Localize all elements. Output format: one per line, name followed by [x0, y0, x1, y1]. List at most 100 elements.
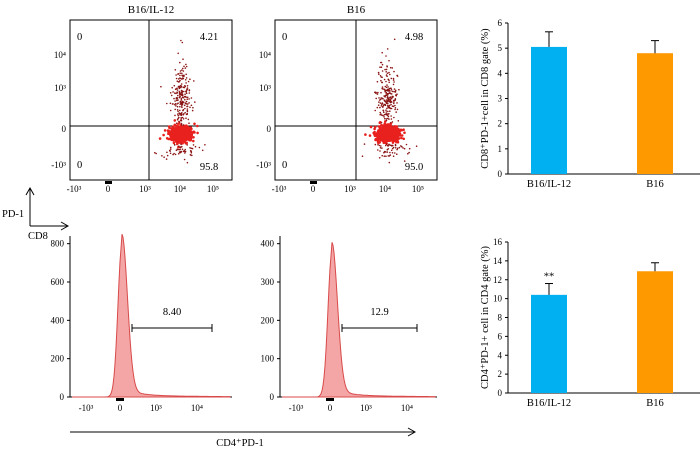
event-dot — [378, 99, 381, 101]
event-dot — [181, 74, 183, 77]
bar — [637, 53, 673, 175]
event-dot — [181, 116, 184, 119]
event-dot — [166, 154, 169, 157]
event-dot — [175, 122, 178, 125]
event-dot — [182, 58, 184, 60]
event-dot — [176, 80, 179, 82]
event-dot — [161, 155, 163, 157]
event-dot — [369, 125, 373, 129]
event-dot — [393, 38, 396, 41]
event-dot — [175, 149, 178, 152]
event-dot — [386, 66, 389, 68]
event-dot — [377, 91, 379, 94]
event-dot — [389, 144, 392, 146]
x-axis-zero-marker — [310, 181, 317, 184]
significance-annotation: ** — [544, 272, 555, 283]
event-dot — [386, 48, 389, 50]
event-dot — [385, 93, 388, 95]
event-dot — [383, 113, 386, 116]
event-dot — [368, 134, 372, 137]
event-dot — [388, 97, 390, 99]
event-dot — [389, 107, 392, 110]
event-dot — [396, 147, 399, 150]
y-tick-label: 12 — [493, 275, 502, 285]
event-dot — [186, 112, 188, 115]
event-dot — [386, 100, 389, 103]
event-dot — [402, 128, 405, 131]
event-dot — [387, 102, 389, 105]
event-dot — [179, 70, 182, 72]
event-dot — [185, 65, 188, 68]
event-dot — [377, 71, 380, 74]
event-dot — [183, 65, 185, 68]
histogram-area — [72, 234, 231, 398]
category-label: B16/IL-12 — [527, 398, 571, 409]
event-dot — [165, 158, 168, 160]
event-dot — [187, 118, 190, 121]
event-dot — [386, 114, 389, 117]
event-dot — [166, 102, 168, 105]
event-dot — [393, 88, 396, 90]
category-label: B16 — [646, 179, 664, 190]
event-dot — [184, 67, 187, 69]
event-dot — [180, 117, 182, 119]
event-dot — [192, 144, 195, 146]
event-dot — [177, 110, 179, 113]
event-dot — [178, 90, 181, 93]
event-dot — [390, 103, 392, 106]
histogram-area — [282, 242, 436, 398]
event-dot — [170, 146, 172, 149]
y-tick-label: 0 — [498, 169, 503, 179]
event-dot — [378, 101, 380, 103]
event-dot — [190, 147, 192, 150]
event-dot — [390, 87, 392, 90]
event-dot — [380, 61, 382, 64]
y-axis-title: CD8⁺PD-1+cell in CD8 gate (%) — [480, 28, 491, 169]
event-dot — [388, 143, 390, 146]
event-dot — [182, 114, 184, 116]
event-dot — [403, 131, 406, 134]
event-dot — [379, 147, 382, 149]
event-dot — [176, 103, 178, 105]
event-dot — [378, 73, 380, 75]
event-dot — [181, 94, 184, 96]
event-dot — [387, 98, 389, 101]
event-dot — [183, 150, 186, 152]
event-dot — [388, 59, 390, 62]
event-dot — [174, 100, 176, 102]
event-dot — [393, 116, 395, 119]
event-dot — [180, 150, 183, 153]
y-tick-label: 4 — [498, 68, 503, 78]
event-dot — [201, 149, 204, 152]
event-dot — [189, 106, 191, 109]
event-dot — [177, 113, 179, 115]
event-dot — [186, 161, 189, 164]
y-tick-label: -10³ — [51, 160, 66, 170]
event-dot — [385, 80, 387, 83]
event-dot — [385, 109, 387, 111]
event-dot — [393, 81, 395, 83]
event-dot — [196, 124, 199, 128]
event-dot — [380, 79, 382, 82]
y-tick-label: 10³ — [54, 83, 66, 93]
event-dot — [179, 95, 181, 97]
event-dot — [389, 73, 391, 76]
event-dot — [380, 124, 383, 127]
event-dot — [178, 96, 181, 99]
event-dot — [378, 141, 382, 144]
event-dot — [408, 151, 410, 154]
y-tick-label: 14 — [493, 256, 503, 266]
event-dot — [384, 144, 387, 147]
event-dot — [181, 69, 183, 71]
event-dot — [194, 101, 196, 103]
x-tick-label: 0 — [311, 184, 316, 194]
y-tick-label: 100 — [261, 354, 275, 364]
event-dot — [405, 143, 408, 146]
event-dot — [179, 109, 181, 112]
event-dot — [180, 119, 183, 122]
bar-chart-cd4: 16 14 12 10 8 6 4 2 0 B16/IL-12 ** B16 CD4⁺PD-1+ cel… — [480, 237, 700, 409]
event-dot — [387, 115, 390, 118]
y-tick-label: 6 — [498, 331, 503, 341]
event-dot — [390, 101, 393, 103]
event-dot — [176, 109, 179, 111]
